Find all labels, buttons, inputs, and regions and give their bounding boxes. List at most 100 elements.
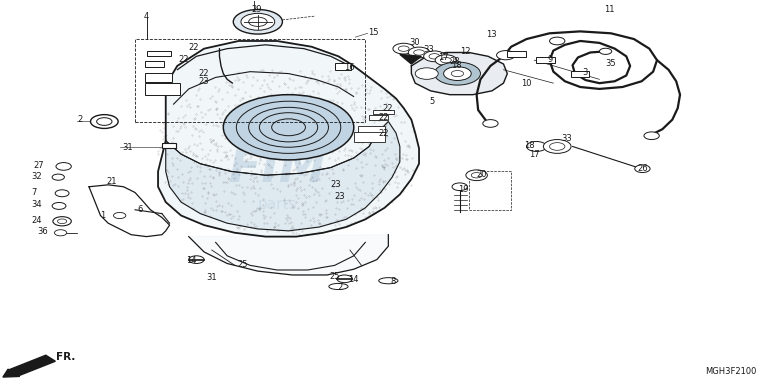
Text: 24: 24 xyxy=(32,216,42,224)
Text: 18: 18 xyxy=(524,141,534,150)
Circle shape xyxy=(527,141,547,151)
Text: FIM: FIM xyxy=(228,147,325,192)
Bar xyxy=(162,143,175,148)
Circle shape xyxy=(236,101,341,153)
Text: 26: 26 xyxy=(638,164,648,173)
Text: 27: 27 xyxy=(33,161,44,170)
Text: 17: 17 xyxy=(438,54,449,62)
Bar xyxy=(354,132,384,142)
Text: parts: parts xyxy=(258,196,297,211)
Text: 32: 32 xyxy=(32,172,42,181)
Text: 13: 13 xyxy=(486,30,497,39)
Text: 25: 25 xyxy=(329,272,340,281)
Circle shape xyxy=(55,190,69,197)
Circle shape xyxy=(248,107,328,147)
Text: 14: 14 xyxy=(348,275,358,285)
Text: 22: 22 xyxy=(198,69,209,78)
Circle shape xyxy=(483,120,498,127)
Bar xyxy=(373,110,394,114)
Text: 22: 22 xyxy=(382,104,393,113)
Circle shape xyxy=(634,165,650,172)
Circle shape xyxy=(97,118,112,126)
Circle shape xyxy=(393,43,414,54)
Text: 1: 1 xyxy=(101,211,105,220)
Circle shape xyxy=(414,50,424,55)
Text: FR.: FR. xyxy=(56,352,75,362)
Polygon shape xyxy=(400,54,421,64)
Circle shape xyxy=(52,203,66,209)
Circle shape xyxy=(435,55,457,65)
Bar xyxy=(135,39,365,122)
Circle shape xyxy=(55,230,67,236)
Circle shape xyxy=(114,213,126,219)
Circle shape xyxy=(550,37,565,45)
Circle shape xyxy=(599,48,611,54)
Bar xyxy=(145,83,179,95)
Text: 6: 6 xyxy=(138,205,143,214)
Circle shape xyxy=(58,219,67,224)
Circle shape xyxy=(644,132,659,139)
Text: 19: 19 xyxy=(458,185,468,194)
Text: 33: 33 xyxy=(561,134,572,142)
Circle shape xyxy=(471,172,482,178)
Bar xyxy=(469,171,511,210)
Circle shape xyxy=(424,51,445,62)
Circle shape xyxy=(248,17,267,27)
Polygon shape xyxy=(411,52,508,95)
Circle shape xyxy=(452,183,468,191)
Text: 35: 35 xyxy=(605,60,616,69)
Bar xyxy=(335,63,351,70)
Text: 23: 23 xyxy=(335,192,345,201)
Circle shape xyxy=(271,119,305,136)
Text: 9: 9 xyxy=(548,55,552,64)
Text: 8: 8 xyxy=(391,277,396,286)
Circle shape xyxy=(550,142,565,150)
Circle shape xyxy=(466,170,488,181)
Text: 3: 3 xyxy=(583,68,588,77)
Text: 21: 21 xyxy=(107,177,117,186)
Text: 10: 10 xyxy=(521,79,531,88)
Text: 25: 25 xyxy=(237,260,248,269)
Text: MGH3F2100: MGH3F2100 xyxy=(705,367,757,376)
Text: 12: 12 xyxy=(460,47,470,56)
Text: 28: 28 xyxy=(450,57,461,66)
Circle shape xyxy=(233,10,282,34)
Circle shape xyxy=(451,70,464,77)
Circle shape xyxy=(223,95,354,160)
Text: 7: 7 xyxy=(32,188,37,197)
Text: 31: 31 xyxy=(206,273,217,282)
Text: 20: 20 xyxy=(477,169,487,179)
Bar xyxy=(145,60,165,67)
Bar xyxy=(145,73,172,82)
Bar xyxy=(508,51,526,57)
Circle shape xyxy=(337,275,352,283)
Text: 16: 16 xyxy=(345,63,355,72)
Text: 2: 2 xyxy=(337,283,342,292)
Bar xyxy=(571,70,590,77)
Bar xyxy=(358,126,384,133)
Ellipse shape xyxy=(329,283,348,290)
Circle shape xyxy=(91,115,118,129)
Text: 5: 5 xyxy=(429,97,434,106)
Circle shape xyxy=(408,47,430,58)
Text: 17: 17 xyxy=(529,150,539,159)
Circle shape xyxy=(497,50,515,60)
Polygon shape xyxy=(166,122,400,231)
Text: 23: 23 xyxy=(198,77,209,86)
Circle shape xyxy=(429,54,440,59)
Text: 22: 22 xyxy=(378,129,389,137)
Text: 36: 36 xyxy=(38,227,48,236)
Text: 29: 29 xyxy=(251,5,261,13)
Text: 22: 22 xyxy=(178,55,189,64)
Circle shape xyxy=(259,113,318,142)
Circle shape xyxy=(188,256,204,263)
Text: 30: 30 xyxy=(409,38,420,47)
Text: 33: 33 xyxy=(424,45,434,54)
Polygon shape xyxy=(188,235,388,275)
Text: 23: 23 xyxy=(331,180,341,189)
Text: 15: 15 xyxy=(368,28,378,37)
Circle shape xyxy=(241,13,275,30)
Circle shape xyxy=(56,162,72,170)
Text: 22: 22 xyxy=(378,113,389,122)
Polygon shape xyxy=(158,41,419,237)
